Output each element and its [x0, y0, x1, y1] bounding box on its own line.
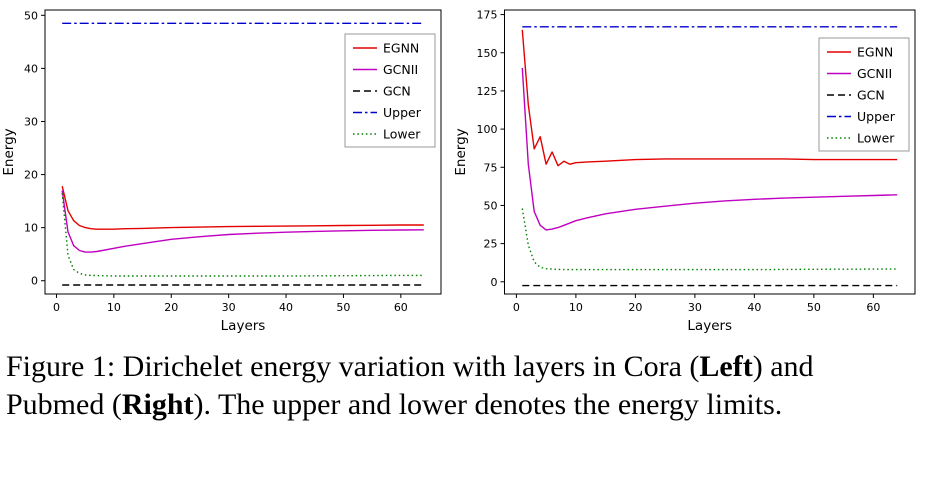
y-tick-label: 125 — [477, 85, 498, 98]
legend-label-upper: Upper — [383, 105, 422, 120]
legend-label-lower: Lower — [383, 127, 421, 142]
y-tick-label: 100 — [477, 123, 498, 136]
series-line-gcnii — [521, 67, 898, 231]
x-tick-label: 0 — [53, 301, 60, 314]
x-axis-label: Layers — [687, 318, 732, 334]
x-tick-label: 30 — [222, 301, 236, 314]
series-line-lower — [521, 208, 898, 271]
legend-label-egnn: EGNN — [383, 41, 419, 56]
figure-1: 0 10 20 30 40 50 60 0 10 20 30 40 50 Layers Energy EGNN… — [1, 9, 916, 424]
legend-label-egnn: EGNN — [857, 45, 893, 60]
x-tick-label: 40 — [747, 301, 761, 314]
y-tick-label: 175 — [477, 9, 498, 22]
y-tick-label: 25 — [484, 238, 498, 251]
series-line-gcnii — [61, 190, 424, 253]
y-tick-label: 75 — [484, 161, 498, 174]
y-tick-label: 0 — [31, 275, 38, 288]
caption-text: ). The upper and lower denotes the energ… — [193, 388, 783, 421]
x-tick-label: 50 — [807, 301, 821, 314]
series-line-egnn — [521, 29, 898, 167]
y-tick-label: 40 — [24, 62, 38, 75]
y-tick-label: 0 — [491, 276, 498, 289]
y-tick-label: 50 — [24, 9, 38, 22]
x-tick-label: 50 — [336, 301, 350, 314]
y-axis-label: Energy — [453, 128, 469, 175]
caption-bold-right: Right — [121, 388, 194, 421]
x-axis-label: Layers — [221, 318, 266, 334]
charts-row: 0 10 20 30 40 50 60 0 10 20 30 40 50 Layers Energy EGNN… — [1, 9, 916, 334]
caption-text: ) and Pubmed ( — [6, 350, 814, 421]
x-tick-label: 30 — [688, 301, 702, 314]
plot-border — [504, 9, 916, 295]
x-tick-label: 60 — [394, 301, 408, 314]
plot-border — [44, 9, 442, 295]
y-tick-label: 10 — [24, 222, 38, 235]
x-tick-label: 60 — [866, 301, 880, 314]
legend-box — [818, 37, 910, 152]
y-tick-label: 50 — [484, 199, 498, 212]
x-tick-label: 10 — [107, 301, 121, 314]
x-tick-label: 20 — [164, 301, 178, 314]
x-tick-label: 10 — [569, 301, 583, 314]
legend-label-gcnii: GCNII — [383, 62, 418, 77]
y-tick-label: 30 — [24, 115, 38, 128]
y-axis-label: Energy — [1, 128, 17, 175]
legend-label-gcn: GCN — [383, 84, 411, 99]
series-line-egnn — [61, 186, 424, 230]
legend-label-lower: Lower — [857, 131, 895, 146]
legend-label-gcnii: GCNII — [857, 66, 892, 81]
x-tick-label: 20 — [628, 301, 642, 314]
figure-caption: Figure 1: Dirichelet energy variation wi… — [6, 348, 892, 424]
caption-text: Figure 1: Dirichelet energy variation wi… — [6, 350, 700, 383]
cora-energy-chart: 0 10 20 30 40 50 60 0 10 20 30 40 50 Layers Energy EGNN… — [1, 9, 442, 334]
x-tick-label: 40 — [279, 301, 293, 314]
legend-label-gcn: GCN — [857, 88, 885, 103]
caption-bold-left: Left — [699, 350, 753, 383]
y-tick-label: 150 — [477, 47, 498, 60]
x-tick-label: 0 — [513, 301, 520, 314]
pubmed-energy-chart: 0 10 20 30 40 50 60 0 25 50 75 100 125 150 175 Layers En… — [453, 9, 916, 334]
y-tick-label: 20 — [24, 169, 38, 182]
legend-label-upper: Upper — [857, 109, 896, 124]
